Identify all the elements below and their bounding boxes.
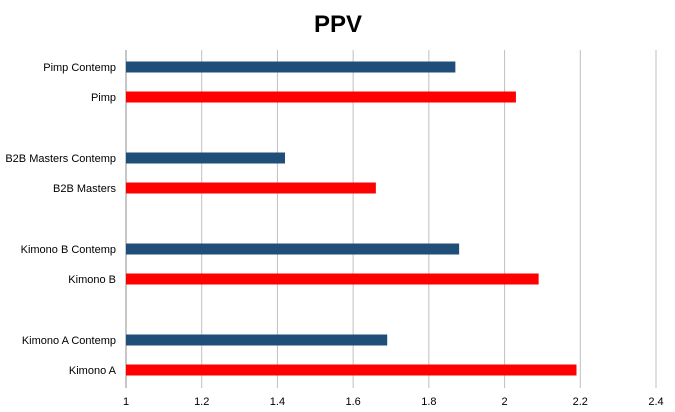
bar bbox=[126, 364, 577, 376]
bar bbox=[126, 273, 539, 285]
x-axis-ticks: 1 1.2 1.4 1.6 1.8 2 2.2 2.4 bbox=[123, 396, 664, 408]
bars bbox=[126, 61, 577, 376]
gridlines bbox=[125, 50, 657, 388]
category-label: Kimono A bbox=[69, 365, 117, 377]
x-tick-label: 2.2 bbox=[573, 396, 588, 408]
bar bbox=[126, 61, 456, 73]
category-label: Kimono B bbox=[68, 274, 116, 286]
x-tick-label: 1.2 bbox=[194, 396, 209, 408]
bar bbox=[126, 243, 460, 255]
category-label: Pimp Contemp bbox=[43, 62, 116, 74]
category-label: Pimp bbox=[91, 92, 116, 104]
bar bbox=[126, 152, 285, 164]
category-labels: Pimp Contemp Pimp B2B Masters Contemp B2B M… bbox=[5, 62, 116, 377]
category-label: Kimono B Contemp bbox=[21, 244, 116, 256]
chart-title: PPV bbox=[314, 11, 362, 38]
bar bbox=[126, 91, 516, 103]
category-label: B2B Masters Contemp bbox=[5, 153, 116, 165]
x-tick-label: 1.6 bbox=[345, 396, 360, 408]
x-tick-label: 2.4 bbox=[648, 396, 663, 408]
x-tick-label: 2 bbox=[502, 396, 508, 408]
x-tick-label: 1.8 bbox=[421, 396, 436, 408]
category-label: B2B Masters bbox=[53, 183, 116, 195]
bar bbox=[126, 334, 388, 346]
x-tick-label: 1 bbox=[123, 396, 129, 408]
bar bbox=[126, 182, 376, 194]
category-label: Kimono A Contemp bbox=[22, 335, 116, 347]
x-tick-label: 1.4 bbox=[270, 396, 285, 408]
